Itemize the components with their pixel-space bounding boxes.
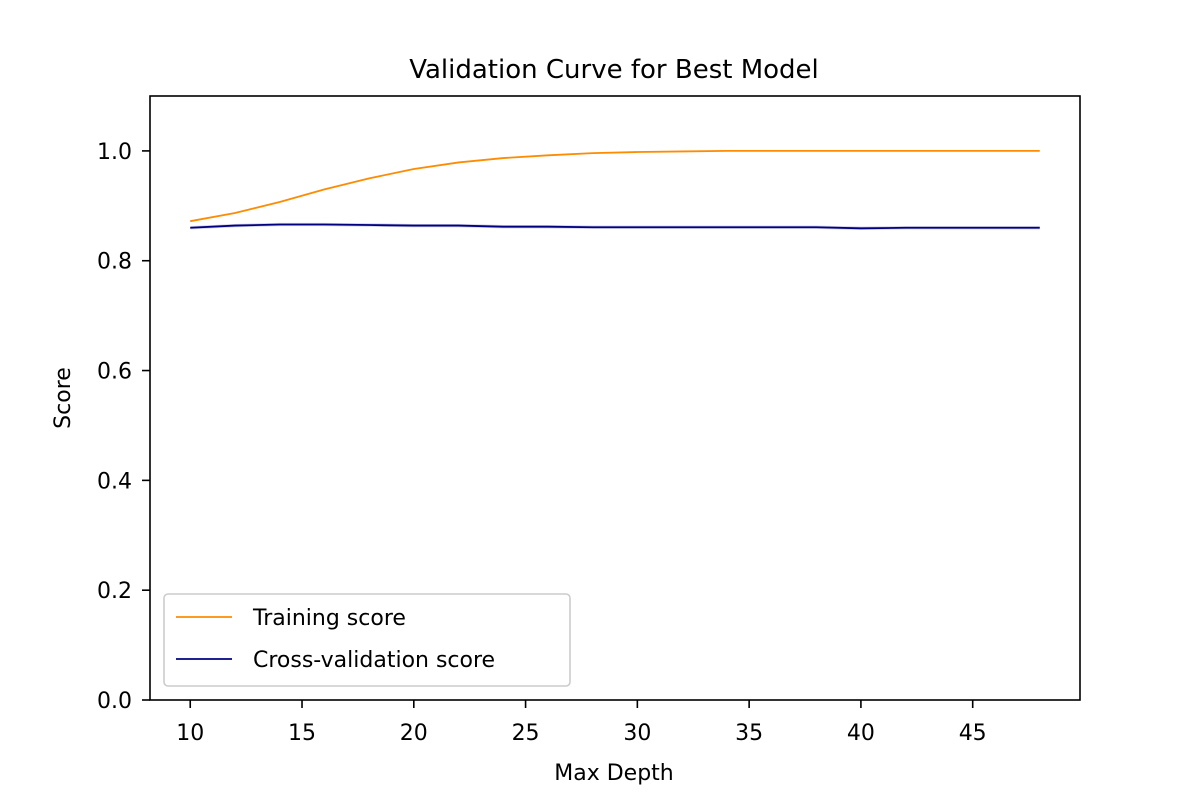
legend-label-training: Training score <box>252 606 406 631</box>
x-tick-label: 45 <box>959 721 987 746</box>
x-tick-label: 15 <box>288 721 316 746</box>
x-tick-label: 35 <box>735 721 763 746</box>
y-axis-title: Score <box>51 367 76 429</box>
x-axis-title: Max Depth <box>554 761 674 786</box>
x-tick-label: 20 <box>400 721 428 746</box>
y-tick-label: 1.0 <box>97 140 132 165</box>
x-tick-label: 30 <box>623 721 651 746</box>
y-tick-label: 0.8 <box>97 250 132 275</box>
x-tick-label: 40 <box>847 721 875 746</box>
chart-title: Validation Curve for Best Model <box>409 55 819 85</box>
x-tick-label: 10 <box>176 721 204 746</box>
legend: Training score Cross-validation score <box>164 594 570 686</box>
y-tick-label: 0.0 <box>97 689 132 714</box>
legend-label-cross-validation: Cross-validation score <box>253 648 495 673</box>
y-tick-label: 0.4 <box>97 469 132 494</box>
x-tick-label: 25 <box>512 721 540 746</box>
y-tick-label: 0.6 <box>97 360 132 385</box>
y-tick-label: 0.2 <box>97 579 132 604</box>
